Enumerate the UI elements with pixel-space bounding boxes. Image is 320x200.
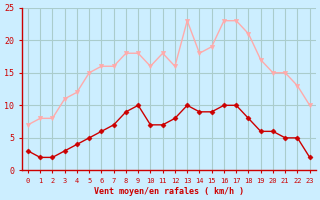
X-axis label: Vent moyen/en rafales ( km/h ): Vent moyen/en rafales ( km/h ): [94, 187, 244, 196]
